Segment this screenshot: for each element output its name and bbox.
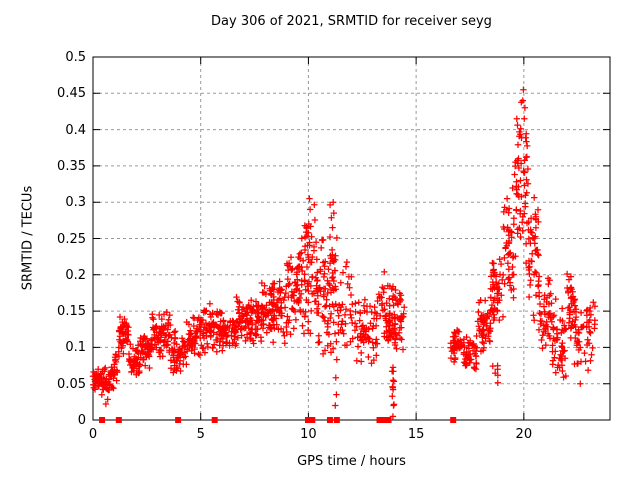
y-tick-label: 0 — [77, 413, 86, 428]
y-tick-label: 0.15 — [57, 304, 86, 320]
y-tick-label: 0.45 — [57, 86, 86, 102]
zero-value-square-marker — [115, 417, 122, 423]
y-tick-label: 0.5 — [65, 50, 86, 65]
zero-value-square-marker — [385, 417, 392, 423]
x-tick-label: 5 — [196, 427, 205, 442]
scatter-points — [89, 86, 599, 420]
y-tick-label: 0.05 — [57, 376, 86, 392]
zero-value-square-marker — [326, 417, 333, 423]
x-tick-label: 10 — [300, 427, 317, 442]
y-tick-label: 0.4 — [65, 122, 86, 138]
y-tick-label: 0.1 — [65, 340, 86, 356]
zero-value-square-marker — [333, 417, 340, 423]
x-tick-label: 0 — [88, 427, 98, 442]
plot-border — [92, 56, 611, 421]
x-tick-label: 15 — [407, 427, 425, 442]
zero-value-square-marker — [450, 417, 457, 423]
chart-title: Day 306 of 2021, SRMTID for receiver sey… — [211, 14, 492, 29]
y-tick-label: 0.2 — [65, 267, 86, 283]
zero-value-square-marker — [99, 417, 106, 423]
x-tick-label: 20 — [515, 427, 533, 442]
zero-value-square-marker — [175, 417, 182, 423]
zero-value-square-marker — [211, 417, 218, 423]
zero-value-square-marker — [309, 417, 316, 423]
y-tick-label: 0.25 — [57, 231, 86, 247]
y-tick-label: 0.35 — [57, 158, 86, 174]
x-axis-label: GPS time / hours — [297, 454, 406, 469]
y-tick-label: 0.3 — [65, 195, 86, 211]
